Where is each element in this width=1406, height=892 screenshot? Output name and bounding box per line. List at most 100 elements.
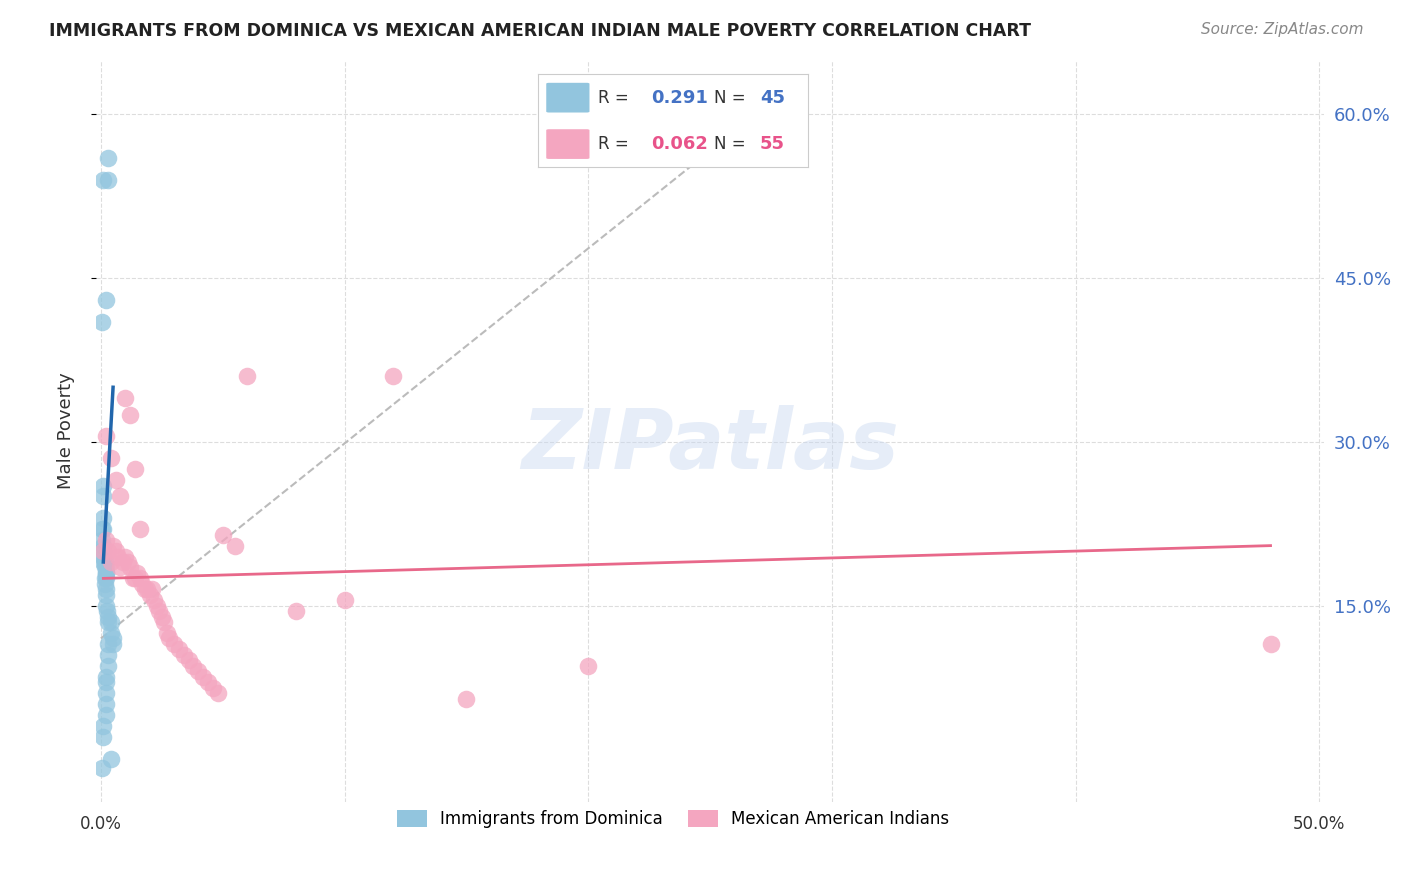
Point	[91, 719, 114, 733]
Point	[157, 632, 180, 646]
Point	[91, 730, 114, 744]
Point	[97, 648, 120, 662]
Point	[167, 642, 190, 657]
Point	[124, 462, 146, 476]
Point	[97, 151, 120, 165]
Point	[177, 653, 200, 667]
Point	[91, 544, 114, 558]
Point	[128, 522, 150, 536]
Point	[382, 369, 405, 384]
Point	[110, 560, 132, 574]
Point	[97, 609, 120, 624]
Text: Source: ZipAtlas.com: Source: ZipAtlas.com	[1201, 22, 1364, 37]
Point	[211, 527, 233, 541]
Point	[97, 658, 120, 673]
Point	[207, 686, 229, 700]
Point	[94, 571, 117, 585]
Point	[131, 577, 153, 591]
Point	[94, 429, 117, 443]
Point	[100, 626, 122, 640]
Point	[91, 522, 114, 536]
Point	[94, 566, 117, 580]
Point	[100, 555, 122, 569]
Point	[136, 582, 159, 597]
Legend: Immigrants from Dominica, Mexican American Indians: Immigrants from Dominica, Mexican Americ…	[391, 804, 956, 835]
Point	[150, 609, 173, 624]
Point	[91, 511, 114, 525]
Point	[91, 539, 114, 553]
Point	[94, 582, 117, 597]
Point	[100, 751, 122, 765]
Point	[91, 761, 114, 775]
Point	[187, 664, 209, 678]
Point	[97, 544, 120, 558]
Point	[97, 637, 120, 651]
Point	[93, 560, 115, 574]
Point	[456, 691, 478, 706]
Point	[1260, 637, 1282, 651]
Point	[128, 571, 150, 585]
Point	[134, 582, 156, 597]
Text: 0.0%: 0.0%	[80, 815, 122, 833]
Point	[197, 675, 219, 690]
Point	[91, 173, 114, 187]
Point	[91, 549, 114, 564]
Point	[153, 615, 176, 629]
Point	[91, 478, 114, 492]
Point	[284, 604, 307, 618]
Point	[104, 544, 127, 558]
Point	[120, 560, 142, 574]
Point	[146, 599, 169, 613]
Point	[236, 369, 259, 384]
Point	[101, 539, 124, 553]
Point	[156, 626, 179, 640]
Point	[91, 315, 114, 329]
Point	[100, 451, 122, 466]
Point	[107, 549, 129, 564]
Point	[333, 593, 356, 607]
Point	[114, 391, 136, 405]
Point	[576, 658, 599, 673]
Point	[163, 637, 186, 651]
Point	[183, 658, 205, 673]
Point	[94, 293, 117, 307]
Point	[94, 686, 117, 700]
Point	[101, 637, 124, 651]
Point	[101, 632, 124, 646]
Point	[94, 566, 117, 580]
Point	[114, 549, 136, 564]
Point	[94, 533, 117, 548]
Point	[111, 555, 134, 569]
Point	[91, 544, 114, 558]
Point	[193, 670, 215, 684]
Point	[94, 697, 117, 711]
Point	[104, 473, 127, 487]
Y-axis label: Male Poverty: Male Poverty	[58, 373, 75, 490]
Point	[91, 522, 114, 536]
Point	[93, 577, 115, 591]
Point	[97, 173, 120, 187]
Point	[121, 571, 143, 585]
Point	[173, 648, 195, 662]
Text: 50.0%: 50.0%	[1294, 815, 1346, 833]
Text: IMMIGRANTS FROM DOMINICA VS MEXICAN AMERICAN INDIAN MALE POVERTY CORRELATION CHA: IMMIGRANTS FROM DOMINICA VS MEXICAN AMER…	[49, 22, 1031, 40]
Point	[117, 555, 139, 569]
Point	[94, 707, 117, 722]
Point	[120, 408, 142, 422]
Point	[91, 490, 114, 504]
Point	[127, 566, 149, 580]
Point	[94, 560, 117, 574]
Point	[124, 571, 146, 585]
Point	[91, 533, 114, 548]
Point	[143, 593, 166, 607]
Text: ZIPatlas: ZIPatlas	[522, 405, 898, 486]
Point	[94, 675, 117, 690]
Point	[148, 604, 170, 618]
Point	[201, 681, 224, 695]
Point	[141, 582, 163, 597]
Point	[100, 615, 122, 629]
Point	[94, 599, 117, 613]
Point	[138, 588, 160, 602]
Point	[94, 670, 117, 684]
Point	[97, 615, 120, 629]
